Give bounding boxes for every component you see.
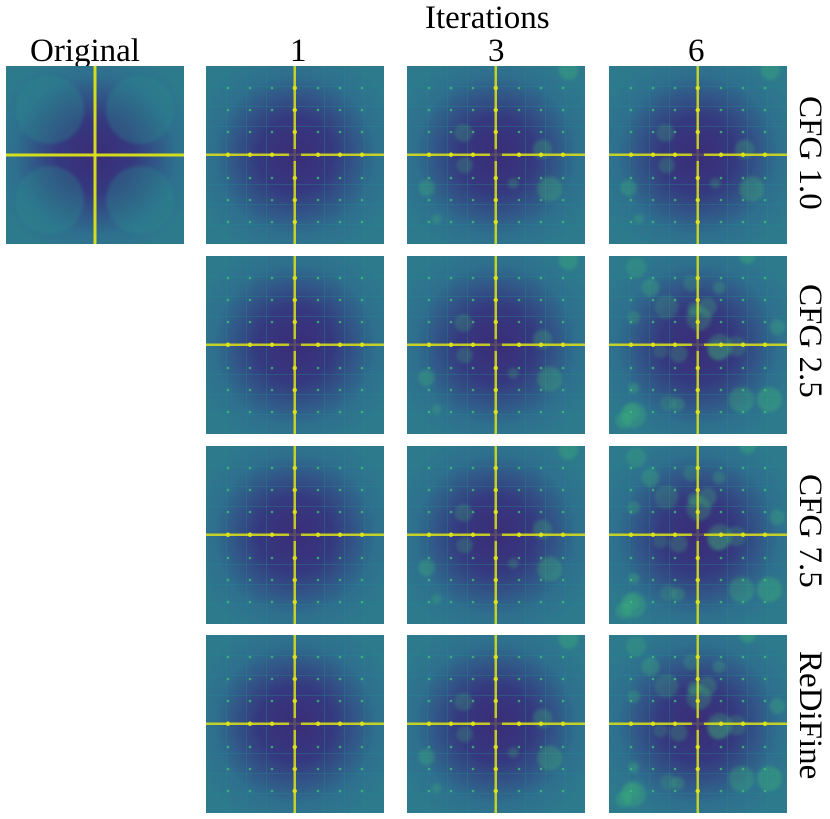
row-label-cfg-7-5: CFG 7.5: [792, 474, 828, 588]
column-header-6: 6: [688, 33, 705, 69]
panel-redifine-iter-1: [206, 635, 384, 813]
panel-redifine-iter-6: [609, 635, 787, 813]
column-header-1: 1: [290, 33, 307, 69]
row-label-redifine: ReDiFine: [792, 651, 828, 780]
row-label-cfg-2-5: CFG 2.5: [792, 284, 828, 398]
column-header-3: 3: [488, 33, 505, 69]
panel-cfg-1-0-iter-1: [206, 66, 384, 244]
panel-cfg-2-5-iter-3: [407, 256, 585, 434]
panel-cfg-7-5-iter-6: [609, 446, 787, 624]
panel-cfg-7-5-iter-3: [407, 446, 585, 624]
panel-cfg-1-0-iter-6: [609, 66, 787, 244]
panel-cfg-7-5-iter-1: [206, 446, 384, 624]
original-header: Original: [30, 33, 140, 69]
iterations-header: Iterations: [425, 0, 550, 36]
panel-cfg-2-5-iter-6: [609, 256, 787, 434]
panel-original: [6, 66, 184, 244]
row-label-cfg-1-0: CFG 1.0: [792, 96, 828, 210]
panel-cfg-2-5-iter-1: [206, 256, 384, 434]
panel-cfg-1-0-iter-3: [407, 66, 585, 244]
panel-redifine-iter-3: [407, 635, 585, 813]
